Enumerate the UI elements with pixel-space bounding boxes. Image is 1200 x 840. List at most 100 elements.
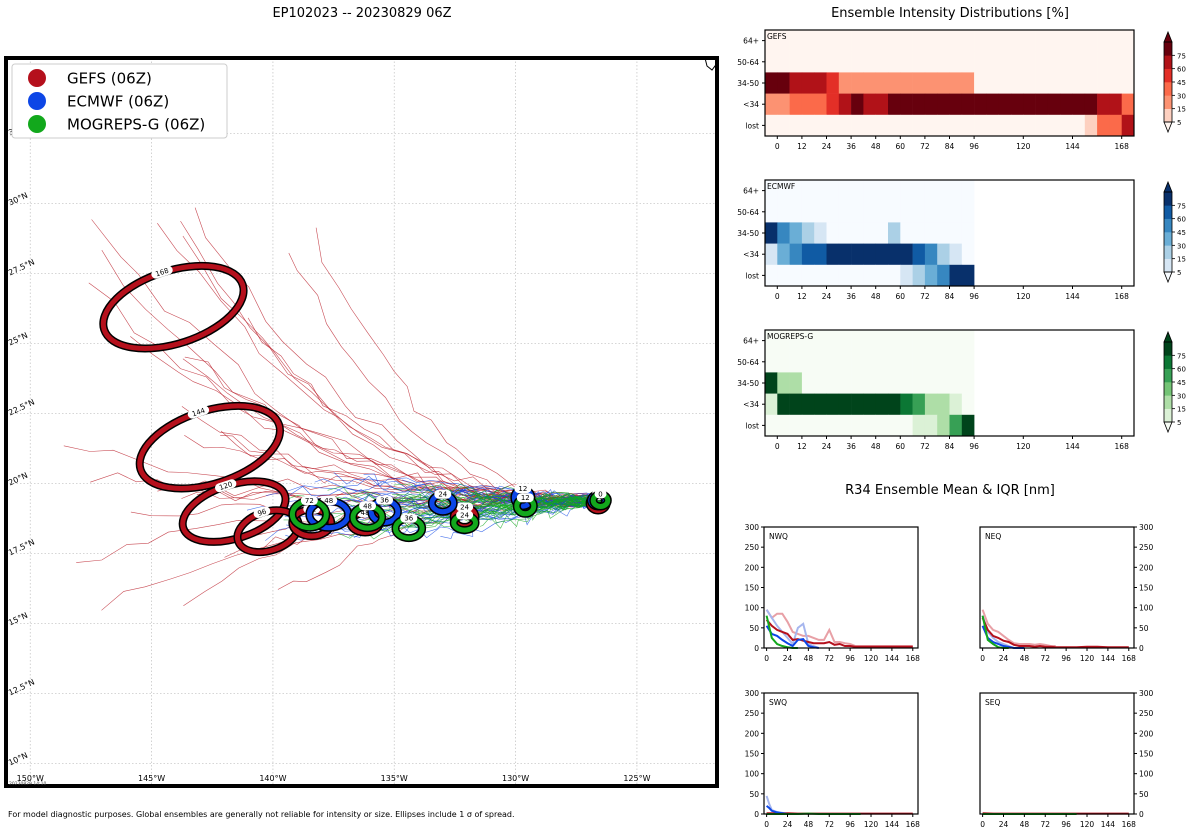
hour-tag-text: 96 [257,507,268,518]
colorbar-tick-label: 75 [1177,202,1186,210]
intensity-cell [1072,51,1086,73]
row-label: 64+ [743,337,759,346]
colorbar-segment [1164,395,1172,409]
intensity-cell [949,414,963,437]
forecast-hour-tag: 36 [400,513,418,523]
intensity-cell [961,393,975,416]
colorbar-segment [1164,408,1172,423]
panel-bg [764,693,918,814]
intensity-cell [826,180,840,202]
y-tick-label: 250 [745,709,760,718]
colorbar-segment [1164,355,1172,369]
legend-label: MOGREPS-G (06Z) [67,116,205,134]
row-label: 34-50 [737,379,759,388]
x-tick-label: 144 [1101,654,1116,663]
intensity-cell [838,372,852,394]
intensity-cell [924,330,938,352]
colorbar-tick-label: 75 [1177,352,1186,360]
x-tick-label: 36 [846,292,856,301]
forecast-hour-tag: 72 [300,496,318,506]
panel-model-label: ECMWF [767,182,795,191]
x-tick-label: 72 [920,442,930,451]
intensity-cell [986,51,999,73]
x-tick-label: 0 [980,820,985,829]
intensity-cell [888,351,901,373]
y-tick-label: 150 [745,750,760,759]
colorbar-segment [1164,205,1172,219]
spread-ellipse-120h: 120 [178,477,290,546]
colorbar-tick-label: 60 [1177,66,1186,74]
intensity-cell [1035,93,1049,116]
intensity-cell [949,180,963,202]
x-tick-label: 48 [1020,820,1030,829]
intensity-cell [937,372,950,394]
x-tick-label: 144 [885,654,900,663]
intensity-cell [863,93,876,116]
hour-tag-bg [376,495,394,505]
intensity-cell [765,264,778,287]
hour-tag-bg [456,502,474,512]
hour-tag-text: 12 [521,494,530,502]
x-tick-label: 96 [969,442,979,451]
x-tick-label: 60 [896,292,906,301]
colorbar-tick-label: 30 [1177,242,1186,250]
intensity-cell [912,93,926,116]
intensity-cell [814,243,827,266]
colorbar-tick-label: 5 [1177,419,1181,427]
intensity-cell [851,222,864,244]
quadrant-label: NWQ [769,532,788,541]
spread-ellipse-12h: 12 [512,493,538,518]
x-tick-label: 144 [1101,820,1116,829]
intensity-cell [1035,72,1049,94]
hour-tag-text: 72 [305,497,314,505]
intensity-cell [912,222,926,244]
intensity-cell [851,372,864,394]
intensity-cell [875,243,889,266]
intensity-cell [1011,51,1024,73]
intensity-cell [814,351,827,373]
colorbar-tick-label: 15 [1177,106,1186,114]
x-tick-label: 144 [1065,142,1080,151]
intensity-cell [1047,114,1061,137]
ensemble-track [392,486,601,506]
intensity-cell [875,264,889,287]
row-label: 50-64 [737,58,759,67]
intensity-cell [912,180,926,202]
map-frame [4,56,719,788]
r34-title: R34 Ensemble Mean & IQR [nm] [845,483,1055,498]
intensity-cell [900,264,913,287]
x-tick-label: 84 [945,442,955,451]
x-tick-label: 0 [764,820,769,829]
r34-panel-nwq: NWQ 0 24 48 72 96 120 144 168 0 50 100 150 200 250 300 [745,523,920,663]
intensity-cell [1047,72,1061,94]
y-tick-label: 250 [745,543,760,552]
intensity-cell [924,393,938,416]
intensity-cell [912,330,926,352]
intensity-cell [838,30,852,52]
intensity-cell [838,72,852,94]
forecast-hour-tag: 24 [434,489,452,499]
x-tick-label: 168 [1115,442,1130,451]
y-tick-label: 200 [745,563,760,572]
colorbar-tick-label: 45 [1177,229,1186,237]
intensity-cell [801,30,815,52]
intensity-cell [1121,30,1135,52]
intensity-cell [777,243,790,266]
quadrant-label: SWQ [769,698,787,707]
coastline-path [704,58,717,73]
intensity-cell [789,114,803,137]
intensity-cell [801,330,815,352]
intensity-cell [924,51,938,73]
intensity-cell [912,30,926,52]
intensity-cell [888,414,901,437]
lon-tick-label: 150°W [17,774,44,783]
intensity-cell [888,243,901,266]
intensity-cell [1121,93,1135,116]
intensity-cell [801,114,815,137]
intensity-cell [937,180,950,202]
intensity-cell [789,330,803,352]
intensity-cell [826,414,840,437]
intensity-cell [814,51,827,73]
x-tick-label: 168 [1115,292,1130,301]
